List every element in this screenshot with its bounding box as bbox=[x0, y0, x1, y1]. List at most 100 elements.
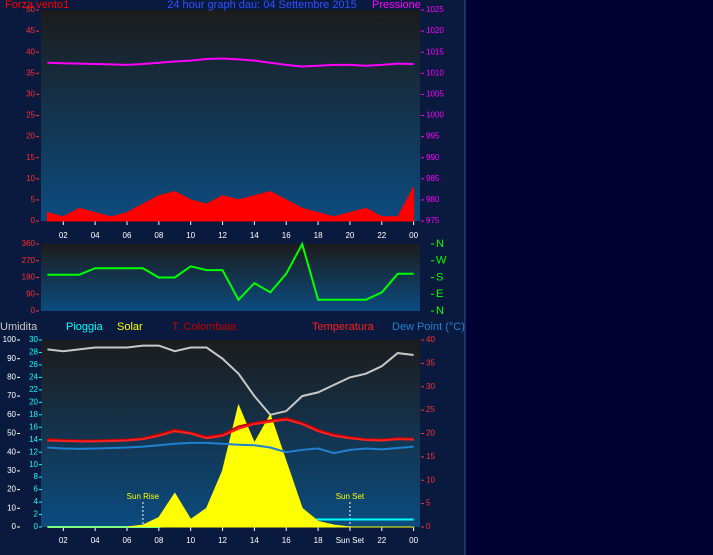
y3-tick-label: 0 bbox=[34, 522, 39, 531]
y3-tick-label: 18 bbox=[29, 410, 38, 419]
y2-tick-label: 20 bbox=[426, 429, 435, 438]
y3-tick-label: 16 bbox=[29, 422, 38, 431]
legend-entry: Temperatura bbox=[312, 321, 375, 333]
y2-tick-label: 10 bbox=[426, 475, 435, 484]
y-tick-label: 15 bbox=[26, 153, 35, 162]
y2-tick-label: 35 bbox=[426, 358, 435, 367]
y2-tick-label: 1015 bbox=[426, 47, 444, 56]
area bbox=[46, 186, 415, 222]
y2-tick-label: 980 bbox=[426, 195, 440, 204]
y2-tick-label: 5 bbox=[426, 499, 431, 508]
y-tick-label: 20 bbox=[7, 485, 16, 494]
y2-tick-label: N bbox=[436, 305, 444, 317]
y2-tick-label: N bbox=[436, 238, 444, 250]
y3-tick-label: 6 bbox=[34, 485, 39, 494]
area bbox=[47, 403, 414, 528]
x-tick-label: 18 bbox=[314, 231, 323, 240]
y-tick-label: 360 bbox=[22, 239, 36, 248]
y2-tick-label: 1010 bbox=[426, 68, 444, 77]
y-tick-label: 70 bbox=[7, 391, 16, 400]
x-tick-label: 00 bbox=[409, 536, 418, 545]
x-tick-label: Sun Set bbox=[336, 536, 365, 545]
x-tick-label: 20 bbox=[345, 231, 354, 240]
y3-tick-label: 8 bbox=[34, 472, 39, 481]
y-tick-label: 0 bbox=[31, 216, 36, 225]
y3-tick-label: 20 bbox=[29, 397, 38, 406]
y-tick-label: 40 bbox=[26, 47, 35, 56]
y3-tick-label: 4 bbox=[34, 497, 39, 506]
x-tick-label: 04 bbox=[91, 231, 100, 240]
y2-tick-label: 995 bbox=[426, 132, 440, 141]
y-tick-label: 60 bbox=[7, 410, 16, 419]
y-tick-label: 90 bbox=[26, 289, 35, 298]
y-tick-label: 35 bbox=[26, 68, 35, 77]
annotation: Sun Set bbox=[336, 492, 365, 501]
y2-tick-label: 25 bbox=[426, 405, 435, 414]
y-tick-label: 25 bbox=[26, 111, 35, 120]
x-tick-label: 00 bbox=[409, 231, 418, 240]
y2-tick-label: 985 bbox=[426, 174, 440, 183]
y2-tick-label: S bbox=[436, 271, 443, 283]
y-tick-label: 90 bbox=[7, 354, 16, 363]
y-tick-label: 5 bbox=[31, 195, 36, 204]
x-tick-label: 14 bbox=[250, 536, 259, 545]
line bbox=[47, 441, 414, 455]
legend-entry: Dew Point (°C) bbox=[392, 321, 465, 333]
y-tick-label: 50 bbox=[7, 429, 16, 438]
x-tick-label: 08 bbox=[154, 231, 163, 240]
y-tick-label: 270 bbox=[22, 256, 36, 265]
y2-tick-label: 1000 bbox=[426, 111, 444, 120]
x-tick-label: 10 bbox=[186, 536, 195, 545]
y-tick-label: 10 bbox=[7, 503, 16, 512]
y2-tick-label: 990 bbox=[426, 153, 440, 162]
y3-tick-label: 10 bbox=[29, 460, 38, 469]
y-tick-label: 80 bbox=[7, 373, 16, 382]
x-tick-label: 14 bbox=[250, 231, 259, 240]
y-tick-label: 100 bbox=[3, 335, 17, 344]
y-tick-label: 10 bbox=[26, 174, 35, 183]
y2-tick-label: 975 bbox=[426, 216, 440, 225]
y2-tick-label: 15 bbox=[426, 452, 435, 461]
y3-tick-label: 26 bbox=[29, 360, 38, 369]
y2-tick-label: 1025 bbox=[426, 5, 444, 14]
x-tick-label: 12 bbox=[218, 231, 227, 240]
legend-entry: Forza vento1 bbox=[5, 0, 69, 11]
line bbox=[47, 241, 414, 302]
y3-tick-label: 12 bbox=[29, 447, 38, 456]
y2-tick-label: 1005 bbox=[426, 90, 444, 99]
x-tick-label: 02 bbox=[59, 231, 68, 240]
x-tick-label: 02 bbox=[59, 536, 68, 545]
y-tick-label: 40 bbox=[7, 447, 16, 456]
y-tick-label: 180 bbox=[22, 273, 36, 282]
y-tick-label: 20 bbox=[26, 132, 35, 141]
x-tick-label: 12 bbox=[218, 536, 227, 545]
y-tick-label: 0 bbox=[12, 522, 17, 531]
y2-tick-label: 0 bbox=[426, 522, 431, 531]
legend-entry: Umidita bbox=[0, 321, 38, 333]
y-tick-label: 30 bbox=[7, 466, 16, 475]
line bbox=[47, 57, 414, 68]
line bbox=[47, 344, 414, 416]
chart-title: 24 hour graph dau: 04 Settembre 2015 bbox=[167, 0, 357, 11]
y-tick-label: 45 bbox=[26, 26, 35, 35]
y-tick-label: 50 bbox=[26, 5, 35, 14]
y3-tick-label: 24 bbox=[29, 373, 38, 382]
plot-bg bbox=[41, 10, 420, 221]
x-tick-label: 18 bbox=[314, 536, 323, 545]
x-tick-label: 22 bbox=[377, 231, 386, 240]
legend-entry: Pressione bbox=[372, 0, 421, 11]
x-tick-label: 06 bbox=[123, 231, 132, 240]
legend-entry: Pioggia bbox=[66, 321, 104, 333]
y3-tick-label: 14 bbox=[29, 435, 38, 444]
y3-tick-label: 28 bbox=[29, 348, 38, 357]
y2-tick-label: E bbox=[436, 288, 443, 300]
legend-entry: T. Colombaia bbox=[172, 321, 237, 333]
y3-tick-label: 2 bbox=[34, 510, 39, 519]
x-tick-label: 22 bbox=[377, 536, 386, 545]
y2-tick-label: W bbox=[436, 255, 447, 267]
y2-tick-label: 40 bbox=[426, 335, 435, 344]
x-tick-label: 10 bbox=[186, 231, 195, 240]
x-tick-label: 16 bbox=[282, 231, 291, 240]
